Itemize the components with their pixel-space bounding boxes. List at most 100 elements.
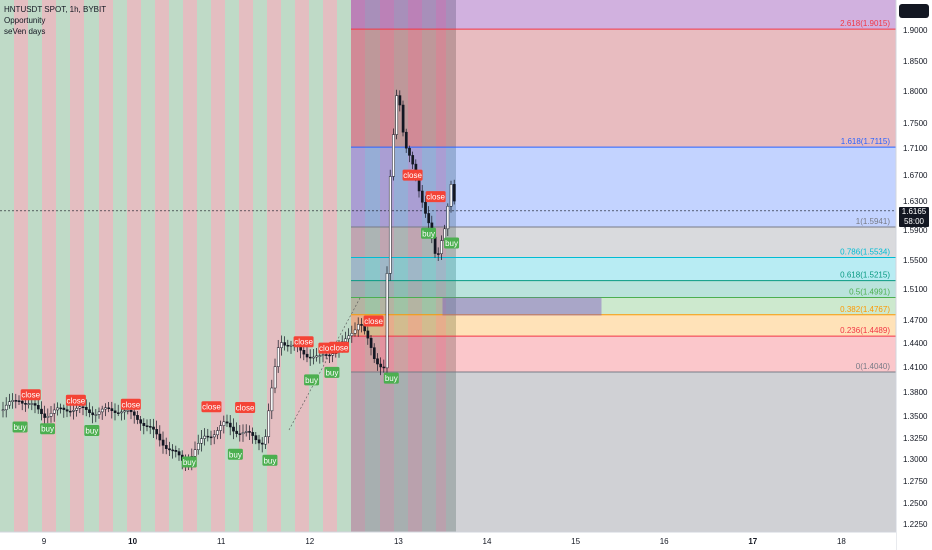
candle-body	[353, 329, 357, 334]
candle-body	[113, 410, 117, 413]
candle-body	[142, 423, 146, 426]
fib-band	[351, 297, 896, 315]
candle-body	[283, 342, 287, 346]
price-tick-label: 1.3500	[903, 412, 928, 421]
candle-body	[123, 410, 127, 413]
buy-label: buy	[383, 372, 399, 384]
candle-body	[248, 431, 251, 433]
fib-level-label: 0(1.4040)	[856, 362, 891, 371]
candle-body	[196, 443, 200, 450]
session-zone	[0, 0, 14, 532]
session-zones	[0, 0, 456, 532]
candle-body	[446, 205, 450, 230]
candle-body	[164, 445, 168, 449]
fib-retracement[interactable]: 2.618(1.9015) 1.618(1.7115) 1(1.5941) 0.786…	[0, 0, 896, 532]
close-label: close	[120, 398, 141, 410]
indicator-seven-days[interactable]: seVen days	[4, 27, 46, 36]
time-tick-label: 15	[571, 537, 580, 546]
trade-labels: close buy buy close buy close buy close buy close…	[12, 169, 460, 468]
close-label: close	[402, 169, 423, 181]
time-axis-bg	[0, 532, 896, 550]
candle-body	[347, 335, 351, 340]
candle-body	[379, 363, 383, 368]
session-zone	[337, 0, 351, 532]
buy-label-bg	[262, 454, 278, 466]
close-label-text: close	[426, 193, 445, 202]
candle-body	[318, 355, 322, 357]
session-zone-overlay	[351, 0, 456, 532]
candle-body	[59, 407, 63, 410]
candle-body	[404, 131, 408, 149]
candle-body	[328, 354, 331, 357]
candle-body	[315, 355, 319, 358]
candle-body	[139, 419, 143, 424]
fib-level-label: 0.786(1.5534)	[840, 247, 890, 256]
candle-body	[228, 422, 232, 428]
close-label-bg	[363, 315, 384, 327]
price-axis[interactable]: 1.9000 1.8500 1.8000 1.7500 1.7100 1.6700 1.63…	[895, 0, 932, 550]
candle-body	[436, 253, 440, 255]
candle-body	[398, 95, 402, 106]
candle-body	[110, 408, 114, 412]
buy-label-text: buy	[445, 239, 458, 248]
close-label-text: close	[202, 403, 221, 412]
close-label-text: close	[294, 338, 313, 347]
candle-body	[177, 451, 181, 456]
candle-body	[193, 449, 197, 457]
candle-body	[235, 430, 239, 434]
session-zone	[183, 0, 197, 532]
candle-body	[321, 354, 325, 356]
symbol-title[interactable]: HNTUSDT SPOT, 1h, BYBIT	[4, 5, 107, 14]
close-label: close	[293, 336, 314, 348]
price-tick-label: 1.4100	[903, 363, 928, 372]
indicator-opportunity[interactable]: Opportunity	[4, 16, 46, 25]
price-tick-label: 1.5100	[903, 285, 928, 294]
price-tick-label: 1.4400	[903, 339, 928, 348]
buy-label-text: buy	[422, 229, 435, 238]
session-zone	[267, 0, 281, 532]
buy-label: buy	[227, 448, 243, 460]
session-zone	[28, 0, 42, 532]
time-tick-label: 17	[748, 537, 757, 546]
fib-band	[351, 280, 896, 298]
candle-body	[286, 344, 290, 347]
candle-body	[24, 403, 27, 405]
fib-band	[351, 314, 896, 337]
session-zone	[351, 0, 365, 532]
session-zone	[408, 0, 422, 532]
price-tick-label: 1.3800	[903, 388, 928, 397]
buy-label-text: buy	[305, 376, 318, 385]
price-tick-label: 1.9000	[903, 26, 928, 35]
candle-body	[104, 407, 107, 410]
candle-body	[120, 411, 123, 414]
buy-label: buy	[181, 456, 197, 468]
candle-body	[27, 403, 31, 405]
time-axis[interactable]: 9 10 11 12 13 14 15 16 17 18	[0, 531, 896, 550]
buy-label-text: buy	[229, 450, 242, 459]
fib-level-label: 1(1.5941)	[856, 217, 891, 226]
candle-body	[408, 147, 411, 156]
candle-body	[212, 434, 216, 438]
buy-label-bg	[383, 372, 399, 384]
candle-body	[238, 433, 242, 435]
candle-body	[81, 406, 85, 409]
price-axis-bg	[896, 0, 932, 550]
candle-body	[20, 400, 24, 404]
candle-body	[33, 403, 37, 406]
session-zone	[239, 0, 253, 532]
candle-body	[129, 410, 133, 413]
price-tick-label: 1.2500	[903, 499, 928, 508]
price-tick-label: 1.5500	[903, 256, 928, 265]
candle-body	[206, 435, 210, 438]
top-right-badge[interactable]	[899, 4, 929, 18]
candle-body	[203, 435, 207, 439]
session-zone	[446, 0, 456, 532]
candle-body	[270, 387, 274, 412]
candle-body	[36, 405, 40, 410]
candle-body	[209, 436, 213, 439]
close-label: close	[20, 389, 41, 401]
time-tick-label: 10	[128, 537, 137, 546]
candle-body	[43, 413, 47, 418]
candle-body	[276, 347, 280, 367]
